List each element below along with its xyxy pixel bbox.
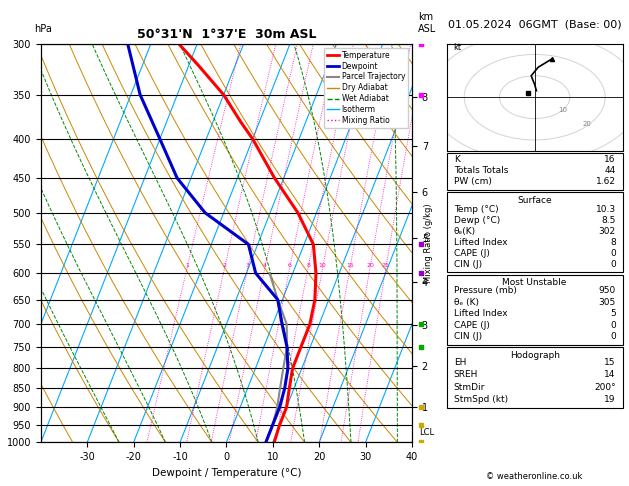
Text: 19: 19 [604, 395, 616, 404]
Text: 20: 20 [582, 122, 591, 127]
Text: CAPE (J): CAPE (J) [454, 249, 489, 258]
Text: 8: 8 [610, 238, 616, 247]
Text: 15: 15 [346, 262, 354, 268]
Text: 25: 25 [382, 262, 390, 268]
Text: θₑ (K): θₑ (K) [454, 298, 479, 307]
Text: 10: 10 [319, 262, 326, 268]
Text: 01.05.2024  06GMT  (Base: 00): 01.05.2024 06GMT (Base: 00) [448, 19, 621, 30]
Text: 16: 16 [604, 155, 616, 164]
Text: EH: EH [454, 358, 466, 366]
Text: 302: 302 [599, 227, 616, 236]
FancyBboxPatch shape [447, 275, 623, 345]
Text: Mixing Ratio (g/kg): Mixing Ratio (g/kg) [425, 203, 433, 283]
Text: 10: 10 [559, 107, 567, 113]
Text: 0: 0 [610, 249, 616, 258]
Text: 0: 0 [610, 332, 616, 342]
Text: km
ASL: km ASL [418, 13, 437, 34]
Title: 50°31'N  1°37'E  30m ASL: 50°31'N 1°37'E 30m ASL [136, 28, 316, 41]
Text: 950: 950 [598, 286, 616, 295]
Text: kt: kt [454, 43, 462, 52]
Text: 0: 0 [610, 321, 616, 330]
Text: Lifted Index: Lifted Index [454, 238, 507, 247]
Text: StmDir: StmDir [454, 382, 485, 392]
Text: 4: 4 [263, 262, 267, 268]
X-axis label: Dewpoint / Temperature (°C): Dewpoint / Temperature (°C) [152, 468, 301, 478]
Text: StmSpd (kt): StmSpd (kt) [454, 395, 508, 404]
Text: 44: 44 [604, 166, 616, 175]
Text: 6: 6 [288, 262, 292, 268]
Text: Temp (°C): Temp (°C) [454, 205, 498, 214]
Text: 15: 15 [604, 358, 616, 366]
Legend: Temperature, Dewpoint, Parcel Trajectory, Dry Adiabat, Wet Adiabat, Isotherm, Mi: Temperature, Dewpoint, Parcel Trajectory… [324, 48, 408, 128]
FancyBboxPatch shape [447, 347, 623, 408]
Text: 10.3: 10.3 [596, 205, 616, 214]
Text: 14: 14 [604, 370, 616, 379]
Text: © weatheronline.co.uk: © weatheronline.co.uk [486, 472, 583, 481]
Text: K: K [454, 155, 460, 164]
Text: Hodograph: Hodograph [509, 350, 560, 360]
Text: Totals Totals: Totals Totals [454, 166, 508, 175]
Text: 305: 305 [598, 298, 616, 307]
FancyBboxPatch shape [447, 153, 623, 190]
Text: LCL: LCL [419, 428, 434, 437]
Text: 5: 5 [610, 310, 616, 318]
Text: Pressure (mb): Pressure (mb) [454, 286, 516, 295]
Text: 1.62: 1.62 [596, 177, 616, 186]
Text: 3: 3 [246, 262, 250, 268]
Text: 0: 0 [610, 260, 616, 269]
Text: CIN (J): CIN (J) [454, 332, 482, 342]
Text: Dewp (°C): Dewp (°C) [454, 216, 500, 225]
Y-axis label: km
ASL: km ASL [447, 232, 465, 254]
Text: 2: 2 [223, 262, 226, 268]
Text: 1: 1 [185, 262, 189, 268]
Text: SREH: SREH [454, 370, 478, 379]
Text: 8: 8 [306, 262, 310, 268]
Text: Surface: Surface [517, 196, 552, 205]
Text: Most Unstable: Most Unstable [503, 278, 567, 287]
Text: CAPE (J): CAPE (J) [454, 321, 489, 330]
Text: CIN (J): CIN (J) [454, 260, 482, 269]
Text: θₑ(K): θₑ(K) [454, 227, 476, 236]
Text: Lifted Index: Lifted Index [454, 310, 507, 318]
FancyBboxPatch shape [447, 192, 623, 272]
Text: 20: 20 [366, 262, 374, 268]
Text: 200°: 200° [594, 382, 616, 392]
Y-axis label: hPa: hPa [0, 234, 1, 252]
Text: 8.5: 8.5 [601, 216, 616, 225]
Text: hPa: hPa [35, 24, 52, 34]
Text: PW (cm): PW (cm) [454, 177, 491, 186]
